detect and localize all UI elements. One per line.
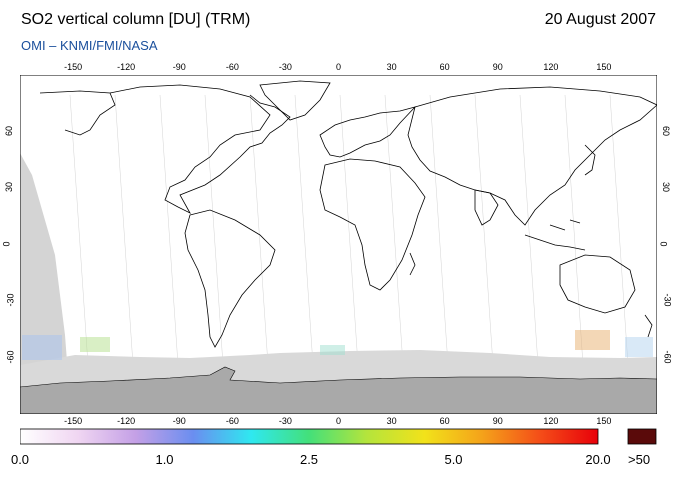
longitude-tick-top: -90 <box>172 62 186 72</box>
india <box>474 189 499 226</box>
new-zealand <box>644 314 653 338</box>
latitude-tick-left: -30 <box>5 293 16 307</box>
latitude-tick-right: -60 <box>662 349 673 364</box>
map-date: 20 August 2007 <box>544 11 656 28</box>
asia <box>407 86 657 226</box>
south-america <box>184 209 276 348</box>
map-title: SO2 vertical column [DU] (TRM) <box>21 11 251 28</box>
longitude-tick-bottom: -60 <box>225 416 239 426</box>
longitude-tick-bottom: 120 <box>543 416 559 426</box>
latitude-tick-right: 0 <box>658 240 669 247</box>
so2-speckles <box>22 330 653 360</box>
longitude-tick-bottom: 0 <box>335 416 342 426</box>
indonesia <box>524 219 586 251</box>
longitude-tick-bottom: 90 <box>492 416 503 426</box>
north-america <box>109 84 291 214</box>
longitude-tick-bottom: 150 <box>596 416 612 426</box>
latitude-tick-right: 30 <box>661 181 672 193</box>
longitude-tick-bottom: 30 <box>386 416 397 426</box>
colorbar-label: 2.5 <box>299 452 319 467</box>
latitude-tick-right: -30 <box>662 293 673 307</box>
latitude-tick-left: 60 <box>4 125 15 136</box>
australia <box>559 254 636 314</box>
longitude-tick-top: -150 <box>64 62 83 72</box>
colorbar-label: 5.0 <box>444 452 463 467</box>
longitude-tick-top: -60 <box>225 62 239 72</box>
latitude-tick-left: -60 <box>5 349 16 364</box>
longitude-tick-top: -120 <box>117 62 136 72</box>
africa <box>319 158 426 291</box>
madagascar <box>409 252 416 276</box>
longitude-tick-top: 60 <box>439 62 450 72</box>
so2-colorbar <box>20 428 657 445</box>
antarctica <box>20 366 657 414</box>
colorbar-gradient <box>20 428 599 445</box>
longitude-tick-top: 120 <box>543 62 559 72</box>
longitude-tick-bottom: 60 <box>439 416 450 426</box>
longitude-tick-top: 30 <box>386 62 397 72</box>
colorbar-over-label: >50 <box>628 452 651 467</box>
greenland <box>259 80 331 121</box>
colorbar-label: 20.0 <box>585 452 611 467</box>
longitude-tick-top: 0 <box>335 62 342 72</box>
coastlines <box>39 80 657 348</box>
data-credit: OMI – KNMI/FMI/NASA <box>21 38 158 53</box>
latitude-tick-left: 0 <box>1 240 12 247</box>
longitude-tick-top: 90 <box>492 62 503 72</box>
longitude-tick-bottom: -90 <box>172 416 186 426</box>
longitude-tick-bottom: -150 <box>64 416 83 426</box>
longitude-tick-bottom: -120 <box>117 416 136 426</box>
longitude-tick-top: 150 <box>596 62 612 72</box>
longitude-tick-top: -30 <box>278 62 292 72</box>
longitude-tick-bottom: -30 <box>278 416 292 426</box>
colorbar-label: 0.0 <box>10 452 30 467</box>
latitude-tick-left: 30 <box>4 181 15 193</box>
japan <box>584 144 596 176</box>
latitude-tick-right: 60 <box>661 125 672 136</box>
colorbar-label: 1.0 <box>155 452 174 467</box>
europe <box>319 106 417 158</box>
colorbar-over-swatch <box>627 428 657 445</box>
so2-world-map <box>20 75 657 414</box>
